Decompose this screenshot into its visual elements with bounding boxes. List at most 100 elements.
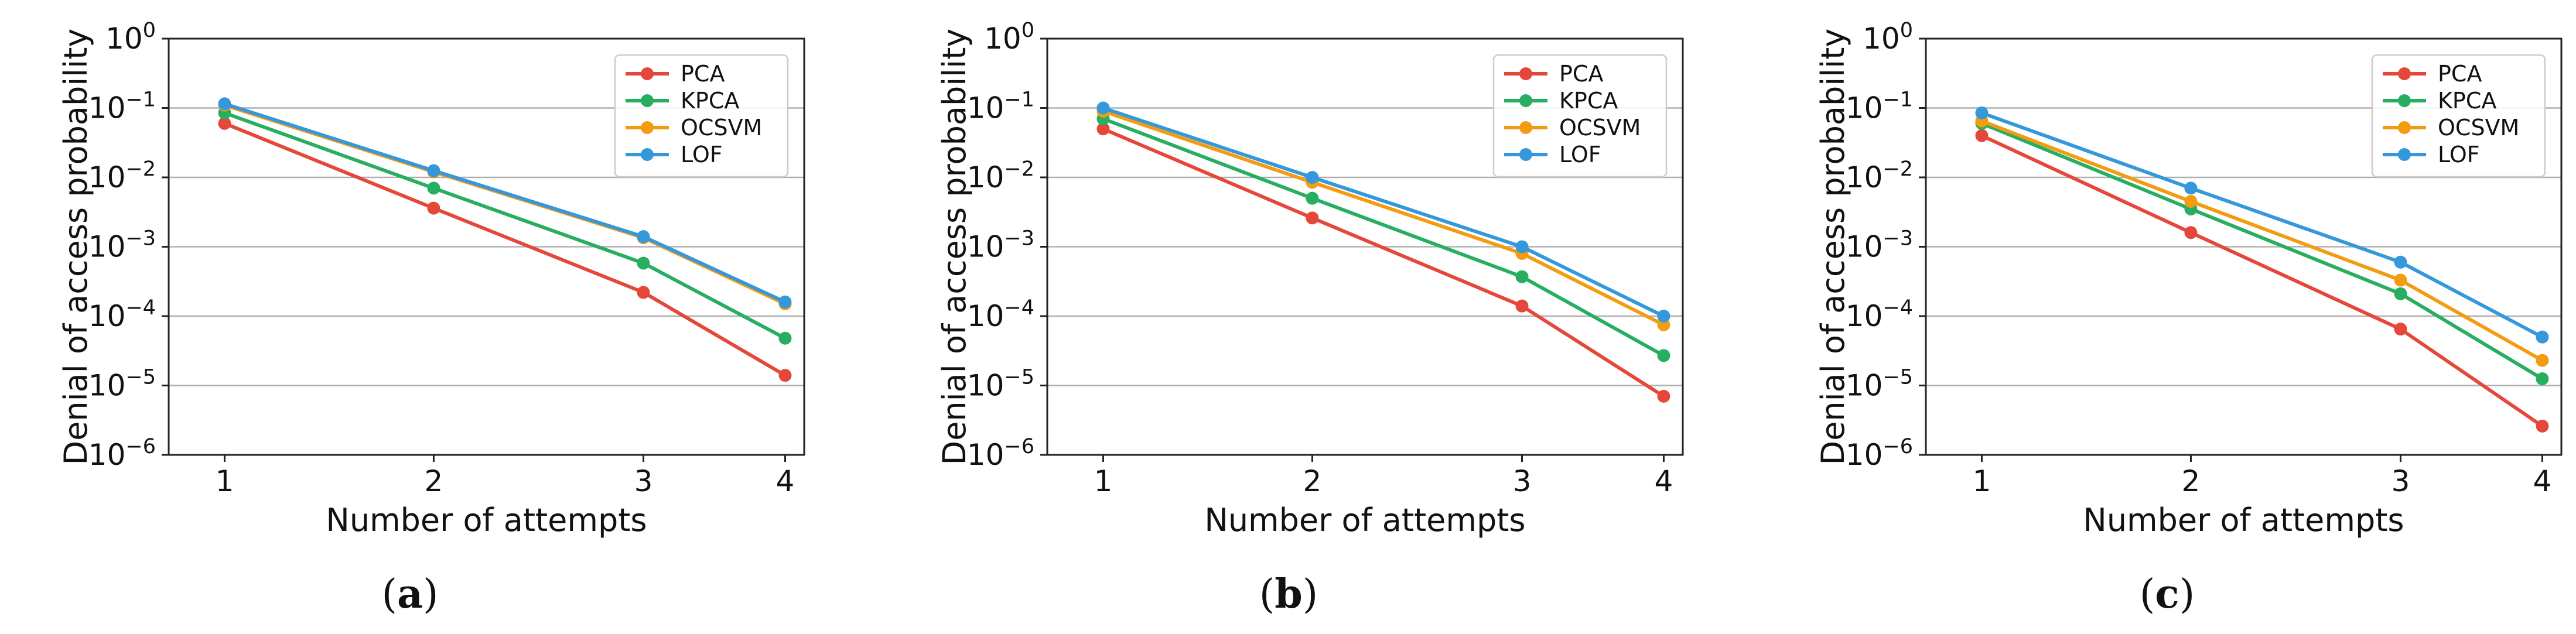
series-line-ocsvm [1981,119,2543,362]
series-line-ocsvm [1102,109,1665,327]
y-tick-label: 10−4 [1846,296,1913,333]
data-point-lof [1657,310,1670,323]
series-line-kpca [224,111,786,340]
plot-frame [1046,37,1684,456]
y-tick-label: 100 [105,19,156,56]
x-axis-label: Number of attempts [1204,502,1525,539]
data-point-lof [1975,106,1989,119]
y-tick-label: 10−6 [88,435,156,472]
legend-marker [641,121,654,134]
series-line-lof [1981,111,2543,339]
legend-label: LOF [681,142,723,167]
y-tick-label: 10−6 [1846,435,1913,472]
data-point-lof [427,164,440,177]
data-point-lof [1306,171,1319,184]
data-point-lof [218,97,231,111]
data-point-lof [637,230,650,244]
legend-label: KPCA [1559,88,1618,114]
legend-marker [2398,67,2411,80]
y-tick-label: 10−4 [88,296,156,333]
legend-label: KPCA [681,88,739,114]
y-tick-label: 10−2 [1846,157,1913,194]
data-point-pca [637,286,650,299]
data-point-pca [1975,129,1989,142]
y-tick-label: 10−6 [967,435,1034,472]
data-point-kpca [778,331,792,345]
data-point-kpca [1306,191,1319,205]
panel-caption: (b) [1259,571,1318,618]
data-point-pca [2394,323,2407,336]
data-point-pca [1657,389,1670,403]
y-axis-label: Denial of access probability [57,29,94,465]
data-point-lof [1515,240,1529,253]
legend-marker [641,67,654,80]
data-point-pca [2536,419,2549,433]
legend-label: LOF [2438,142,2480,167]
series-line-lof [1102,106,1665,318]
y-tick-label: 100 [984,19,1034,56]
data-point-kpca [637,256,650,270]
y-axis-label: Denial of access probability [1815,29,1851,465]
data-point-pca [778,369,792,382]
data-point-ocsvm [2394,273,2407,287]
chart-panel-b: 100 10−1 10−2 10−3 10−4 10−5 10−6 1 2 3 4 PCAKPCAOC… [936,19,1684,618]
legend-box [614,54,789,178]
data-point-lof [2184,181,2198,195]
x-tick-label: 1 [1094,464,1113,498]
legend-label: LOF [1559,142,1601,167]
y-tick-label: 10−1 [967,88,1034,125]
legend-marker [1519,121,1532,134]
data-point-ocsvm [2536,354,2549,367]
y-tick-label: 100 [1863,19,1913,56]
legend-marker [2398,148,2411,161]
data-point-ocsvm [2184,195,2198,208]
x-tick-label: 4 [776,464,795,498]
series-line-lof [224,102,786,304]
y-tick-label: 10−2 [967,157,1034,194]
x-tick-label: 2 [2182,464,2201,498]
legend-label: OCSVM [1559,115,1641,140]
series-line-pca [224,122,787,377]
y-tick-label: 10−5 [1846,366,1913,403]
data-point-lof [1096,101,1110,115]
legend-marker [1519,94,1532,107]
data-point-lof [778,295,792,309]
y-tick-label: 10−3 [1846,227,1913,264]
plot-frame [168,37,805,456]
legend-label: PCA [681,61,725,87]
data-point-kpca [427,181,440,195]
y-tick-label: 10−5 [88,366,156,403]
data-point-kpca [2394,287,2407,300]
series-line-kpca [1102,117,1665,358]
data-point-lof [2394,255,2407,269]
series-line-pca [1102,127,1665,398]
x-tick-label: 3 [1513,464,1532,498]
y-tick-label: 10−1 [88,88,156,125]
legend-marker [641,94,654,107]
x-tick-label: 4 [2533,464,2552,498]
data-point-kpca [2536,372,2549,386]
legend-marker [2398,121,2411,134]
panel-caption: (c) [2140,571,2195,618]
legend-label: PCA [2438,61,2482,87]
legend-marker [1519,148,1532,161]
x-tick-label: 2 [425,464,443,498]
legend-box [2371,54,2546,178]
x-axis-label: Number of attempts [2083,502,2404,539]
data-point-pca [427,201,440,215]
y-tick-label: 10−5 [967,366,1034,403]
y-tick-label: 10−2 [88,157,156,194]
legend-label: OCSVM [681,115,762,140]
data-point-kpca [1657,349,1670,362]
chart-panel-c: 100 10−1 10−2 10−3 10−4 10−5 10−6 1 2 3 4 PCAKPCAOC… [1815,19,2563,618]
data-point-pca [218,116,231,130]
x-tick-label: 2 [1303,464,1322,498]
panel-caption: (a) [381,571,438,618]
y-tick-label: 10−3 [967,227,1034,264]
chart-panel-a: 100 10−1 10−2 10−3 10−4 10−5 10−6 1 2 3 4 PCAKPCAOC… [57,19,805,618]
x-tick-label: 1 [216,464,234,498]
y-tick-label: 10−4 [967,296,1034,333]
